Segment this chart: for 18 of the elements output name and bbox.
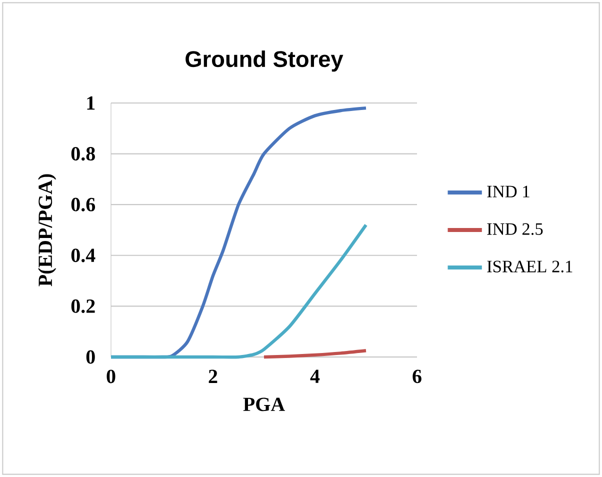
legend-label: ISRAEL 2.1 [487, 260, 572, 272]
legend-label: IND 2.5 [487, 223, 543, 235]
y-tick-label: 0.4 [71, 248, 96, 262]
y-tick-label: 0 [86, 350, 95, 364]
y-tick-label: 1 [87, 96, 95, 110]
line-series [262, 349, 368, 359]
y-tick-label: 0.6 [71, 198, 96, 212]
x-tick-label: 4 [310, 370, 320, 383]
y-tick-label: 0.2 [71, 299, 95, 313]
x-axis-title: PGA [243, 398, 285, 412]
chart-title: Ground Storey [186, 50, 344, 72]
x-tick-label: 2 [208, 370, 218, 383]
line-series [109, 223, 368, 359]
x-tick-label: 0 [106, 370, 116, 384]
y-tick-label: 0.8 [71, 147, 95, 161]
x-tick-label: 6 [412, 370, 422, 384]
y-axis-title: P(EDP/PGA) [38, 174, 56, 286]
legend-label: IND 1 [487, 186, 530, 198]
